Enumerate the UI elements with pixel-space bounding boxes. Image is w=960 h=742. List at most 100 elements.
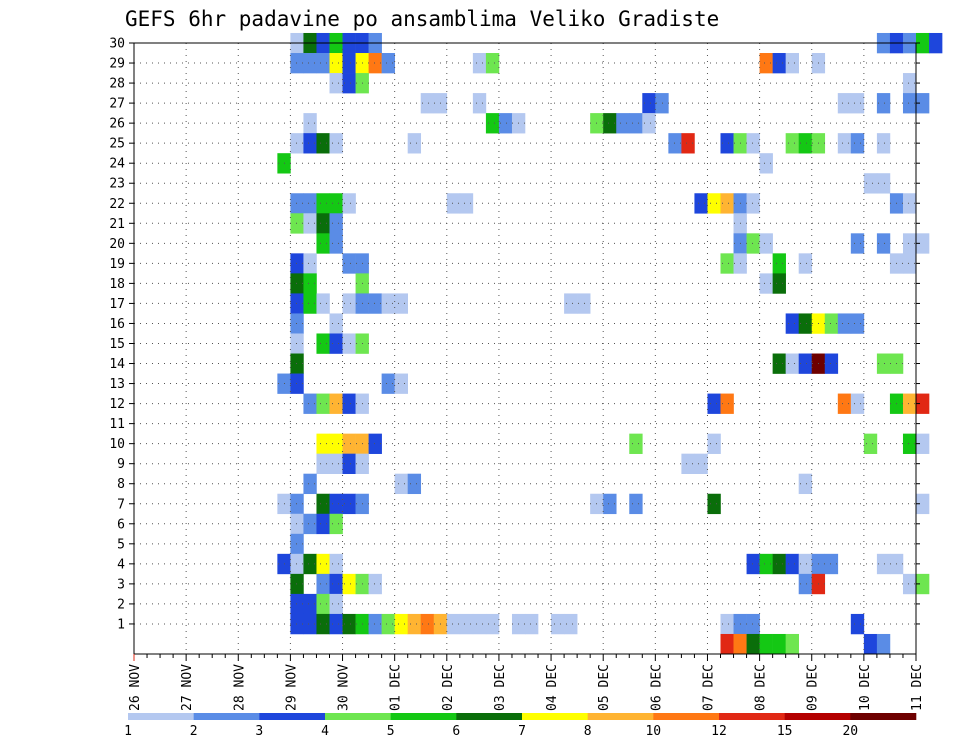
heatmap-cell xyxy=(668,133,682,154)
heatmap-cell xyxy=(746,613,760,635)
y-tick-label: 24 xyxy=(109,157,125,172)
heatmap-cell xyxy=(902,253,917,274)
heatmap-cell xyxy=(837,313,852,334)
y-tick-label: 8 xyxy=(117,477,125,492)
x-tick-label: 26 NOV xyxy=(128,664,143,711)
heatmap-cell xyxy=(694,193,708,214)
heatmap-cell xyxy=(290,493,304,515)
heatmap-cell xyxy=(303,273,317,294)
heatmap-cell xyxy=(407,613,422,635)
heatmap-cell xyxy=(485,613,500,635)
heatmap-cell xyxy=(368,293,382,314)
heatmap-cell xyxy=(916,32,930,54)
colorbar-label: 1 xyxy=(124,724,132,739)
y-tick-label: 2 xyxy=(117,597,125,612)
heatmap-cell xyxy=(290,613,304,635)
heatmap-cell xyxy=(290,133,304,154)
heatmap-cell xyxy=(303,213,317,234)
heatmap-cell xyxy=(720,133,734,154)
heatmap-cell xyxy=(329,613,343,635)
colorbar-swatch xyxy=(128,713,194,720)
y-tick-label: 17 xyxy=(109,297,125,312)
heatmap-cell xyxy=(707,193,721,214)
colorbar-label: 10 xyxy=(645,724,661,739)
heatmap-cell xyxy=(381,613,395,635)
y-tick-label: 5 xyxy=(117,537,125,552)
y-tick-label: 15 xyxy=(109,337,125,352)
colorbar-swatch xyxy=(653,713,720,720)
heatmap-cell xyxy=(316,433,330,454)
y-tick-label: 3 xyxy=(117,577,125,592)
heatmap-cell xyxy=(798,133,813,154)
colorbar-swatch xyxy=(325,713,391,720)
heatmap-cell xyxy=(329,593,343,615)
colorbar-swatch xyxy=(719,713,785,720)
heatmap-cell xyxy=(785,353,799,374)
x-tick-label: 08 DEC xyxy=(754,664,769,711)
heatmap-cell xyxy=(329,553,343,575)
heatmap-cell xyxy=(329,573,343,595)
heatmap-cell xyxy=(342,573,356,595)
heatmap-cell xyxy=(290,353,304,374)
y-tick-label: 13 xyxy=(109,377,125,392)
heatmap-cell xyxy=(746,233,760,254)
heatmap-cell xyxy=(798,473,813,495)
y-tick-label: 26 xyxy=(109,117,125,132)
colorbar-label: 4 xyxy=(321,724,329,739)
heatmap-cell xyxy=(368,433,382,454)
heatmap-cell xyxy=(316,333,330,354)
heatmap-cell xyxy=(916,573,930,595)
heatmap-cell xyxy=(303,593,317,615)
heatmap-cell xyxy=(577,293,591,314)
heatmap-cell xyxy=(303,253,317,274)
heatmap-cell xyxy=(329,333,343,354)
heatmap-cell xyxy=(850,613,865,635)
y-tick-label: 20 xyxy=(109,237,125,252)
colorbar-label: 15 xyxy=(777,724,793,739)
x-tick-label: 07 DEC xyxy=(702,664,717,711)
heatmap-cell xyxy=(629,113,643,134)
heatmap-cell xyxy=(837,93,852,114)
heatmap-cell xyxy=(316,593,330,615)
heatmap-cell xyxy=(837,133,852,154)
heatmap-cell xyxy=(316,553,330,575)
heatmap-cell xyxy=(902,433,917,454)
heatmap-cell xyxy=(916,233,930,254)
y-tick-label: 27 xyxy=(109,97,125,112)
heatmap-cell xyxy=(303,133,317,154)
colorbar: 1 2 3 4 5 6 7 8 10 12 15 20 xyxy=(124,713,917,739)
heatmap-cell xyxy=(850,313,865,334)
y-tick-label: 6 xyxy=(117,517,125,532)
heatmap-cell xyxy=(342,393,356,414)
colorbar-swatch xyxy=(390,713,457,720)
colorbar-label: 7 xyxy=(518,724,526,739)
heatmap-cell xyxy=(564,293,578,314)
heatmap-cell xyxy=(329,133,343,154)
x-tick-label: 02 DEC xyxy=(441,664,456,711)
y-tick-label: 30 xyxy=(109,37,125,52)
x-tick-label: 29 NOV xyxy=(284,664,299,711)
heatmap-cell xyxy=(759,53,773,74)
heatmap-cell xyxy=(290,333,304,354)
x-tick-label: 05 DEC xyxy=(597,664,612,711)
heatmap-cell xyxy=(798,353,813,374)
heatmap-cell xyxy=(329,233,343,254)
heatmap-cell xyxy=(303,613,317,635)
heatmap-cell xyxy=(316,193,330,214)
heatmap-cell xyxy=(863,173,878,194)
heatmap-cell xyxy=(785,313,799,334)
heatmap-cell xyxy=(759,633,773,655)
heatmap-cell xyxy=(342,73,356,94)
y-tick-label: 14 xyxy=(109,357,125,372)
heatmap-cell xyxy=(707,493,721,515)
heatmap-cell xyxy=(381,293,395,314)
y-tick-label: 11 xyxy=(109,417,125,432)
heatmap-cell xyxy=(629,433,643,454)
heatmap-cell xyxy=(772,273,786,294)
heatmap-cell xyxy=(394,373,408,394)
heatmap-cell xyxy=(876,633,891,655)
y-tick-label: 23 xyxy=(109,177,125,192)
heatmap-cell xyxy=(929,32,943,54)
colorbar-swatch xyxy=(587,713,654,720)
heatmap-cell xyxy=(603,113,617,134)
